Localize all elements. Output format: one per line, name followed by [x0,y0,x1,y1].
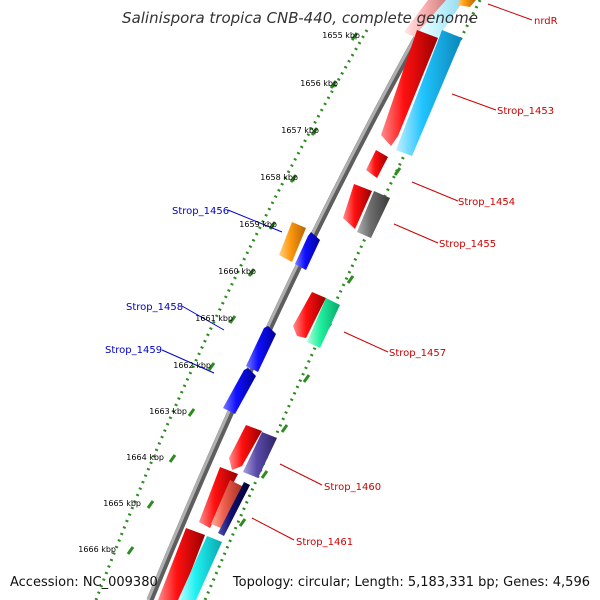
accession-text: Accession: NC_009380 [10,575,158,590]
tick-label: 1663 kbp [149,407,187,416]
tick-labels: 1655 kbp 1656 kbp 1657 kbp 1658 kbp 1659… [78,31,360,554]
tick-label: 1665 kbp [103,499,141,508]
tick-label: 1662 kbp [173,361,211,370]
gene-labels: nrdR Strop_1453 Strop_1454 Strop_1455 St… [105,16,558,548]
gene-nrdr-partial [457,0,476,7]
gene-label-strop-1456: Strop_1456 [172,206,229,217]
gene-strop-1453-sky [396,30,462,156]
gene-bottom-cyan [178,536,222,600]
gene-strop-1458 [246,326,276,372]
gene-strop-1454 [366,150,388,178]
gene-label-strop-1455: Strop_1455 [439,239,496,250]
tick-label: 1657 kbp [281,126,319,135]
gene-strop-1457-red [293,292,326,338]
gene-label-nrdr: nrdR [534,16,558,27]
gene-label-strop-1454: Strop_1454 [458,197,515,208]
tick-label: 1656 kbp [300,79,338,88]
gene-label-strop-1453: Strop_1453 [497,106,554,117]
gene-strop-1456-blue [295,232,320,270]
gene-bottom-red [158,528,205,600]
gene-label-strop-1461: Strop_1461 [296,537,353,548]
gene-label-strop-1457: Strop_1457 [389,348,446,359]
gene-strop-1457-mint [307,298,340,348]
gene-label-strop-1459: Strop_1459 [105,345,162,356]
topology-text: Topology: circular; Length: 5,183,331 bp… [232,575,590,590]
gene-strop-1461-navy [218,482,250,536]
gene-strop-1453-red [381,30,438,146]
tick-label: 1664 kbp [126,453,164,462]
gene-strop-1461-salmon [211,480,242,528]
gene-strop-1456-orange [279,222,306,262]
map-title: Salinispora tropica CNB-440, complete ge… [122,9,478,27]
tick-label: 1660 kbp [218,267,256,276]
tick-label: 1655 kbp [322,31,360,40]
gene-strop-1459 [223,368,256,414]
genome-backbone-shadow [146,0,442,600]
gene-strop-1460-purple [243,432,277,478]
gene-strop-1455 [357,191,390,238]
gene-partial-top-ice [418,0,464,40]
tick-label: 1666 kbp [78,545,116,554]
tick-label: 1661 kbp [195,314,233,323]
gene-strop-1460-red [229,425,262,470]
gene-label-strop-1458: Strop_1458 [126,302,183,313]
gene-features [158,0,476,600]
label-connectors [161,3,533,541]
genome-backbone [146,0,438,600]
tick-label: 1658 kbp [260,173,298,182]
gene-label-strop-1460: Strop_1460 [324,482,381,493]
gene-partial-top-pink [404,0,446,40]
gene-strop-1461-red [199,467,238,528]
tick-label: 1659 kbp [239,220,277,229]
gene-strop-1454b [343,184,372,229]
